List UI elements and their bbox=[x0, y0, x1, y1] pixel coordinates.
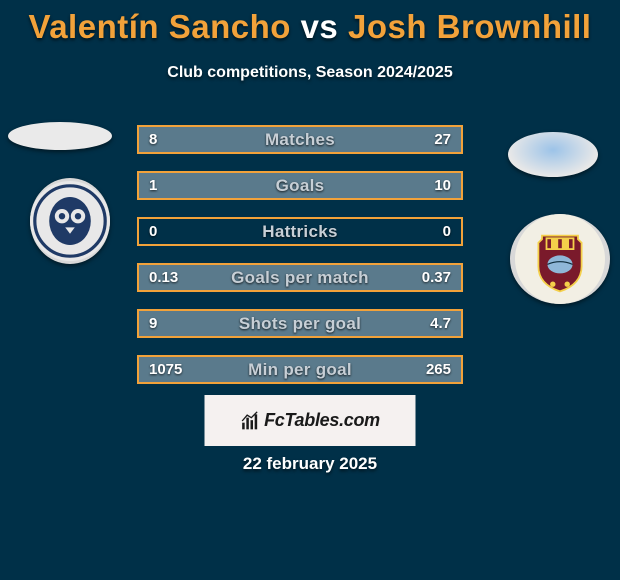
stat-row: Matches8 27 bbox=[137, 125, 463, 154]
stat-value-left: 0 bbox=[149, 219, 157, 244]
stat-label: Matches bbox=[139, 127, 461, 152]
stat-value-left: 9 bbox=[149, 311, 157, 336]
stat-label: Shots per goal bbox=[139, 311, 461, 336]
club-right-badge bbox=[510, 214, 610, 304]
comparison-title: Valentín Sancho vs Josh Brownhill bbox=[0, 0, 620, 46]
shield-crest-icon bbox=[510, 214, 610, 304]
brand-label: FcTables.com bbox=[240, 410, 380, 431]
vs-separator: vs bbox=[301, 8, 339, 45]
player-right-name: Josh Brownhill bbox=[348, 8, 592, 45]
stat-value-left: 1075 bbox=[149, 357, 182, 382]
stat-value-left: 0.13 bbox=[149, 265, 178, 290]
stat-value-right: 265 bbox=[426, 357, 451, 382]
stat-row: Goals1 10 bbox=[137, 171, 463, 200]
stat-value-right: 0 bbox=[443, 219, 451, 244]
stat-row: Shots per goal9 4.7 bbox=[137, 309, 463, 338]
stat-value-right: 27 bbox=[434, 127, 451, 152]
player-right-photo bbox=[508, 132, 598, 177]
stat-value-left: 8 bbox=[149, 127, 157, 152]
stat-value-right: 0.37 bbox=[422, 265, 451, 290]
season-subtitle: Club competitions, Season 2024/2025 bbox=[0, 64, 620, 82]
stat-label: Hattricks bbox=[139, 219, 461, 244]
club-left-badge bbox=[30, 178, 110, 264]
stat-row: Min per goal1075 265 bbox=[137, 355, 463, 384]
chart-bars-icon bbox=[240, 411, 260, 431]
stat-label: Goals per match bbox=[139, 265, 461, 290]
stat-value-right: 10 bbox=[434, 173, 451, 198]
player-left-name: Valentín Sancho bbox=[29, 8, 291, 45]
stat-label: Min per goal bbox=[139, 357, 461, 382]
brand-box: FcTables.com bbox=[205, 395, 416, 446]
stat-row: Goals per match0.13 0.37 bbox=[137, 263, 463, 292]
stats-container: Matches8 27 Goals1 10 Hattricks0 0 Goals per m… bbox=[137, 125, 463, 401]
player-left-photo bbox=[8, 122, 112, 150]
stat-value-right: 4.7 bbox=[430, 311, 451, 336]
stat-label: Goals bbox=[139, 173, 461, 198]
footer-date: 22 february 2025 bbox=[0, 454, 620, 474]
stat-value-left: 1 bbox=[149, 173, 157, 198]
stat-row: Hattricks0 0 bbox=[137, 217, 463, 246]
owl-crest-icon bbox=[30, 178, 110, 264]
